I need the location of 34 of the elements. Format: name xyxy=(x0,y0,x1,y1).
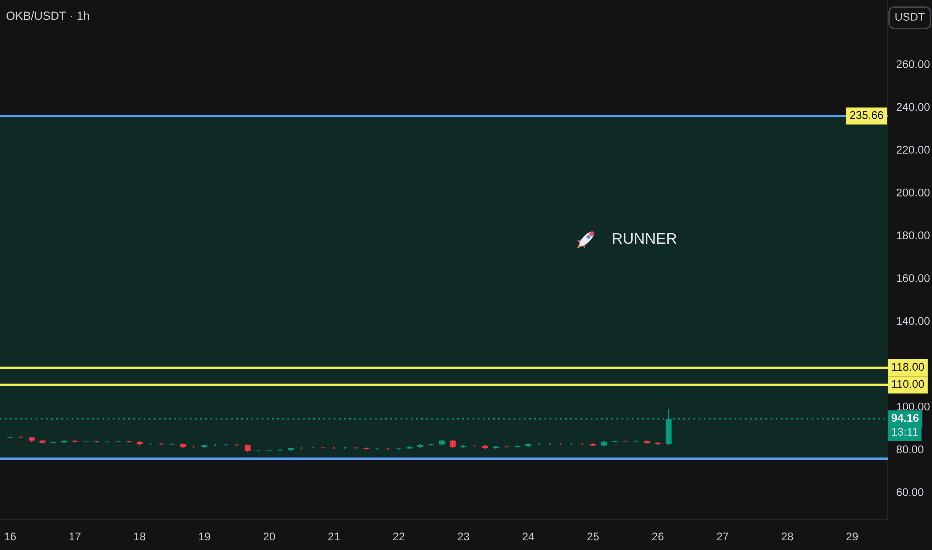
x-tick-label: 18 xyxy=(134,532,146,541)
y-axis-title: USDT xyxy=(896,13,925,21)
ref-line-label: 235.66 xyxy=(850,111,884,120)
annotation: RUNNER xyxy=(613,233,677,244)
x-tick-label: 25 xyxy=(588,532,600,541)
ref-line-label: 110.00 xyxy=(892,380,924,388)
x-tick-label: 20 xyxy=(264,532,276,541)
y-tick-label: 60.00 xyxy=(896,488,924,496)
y-tick-label: 200.00 xyxy=(896,188,930,197)
x-tick-label: 27 xyxy=(717,532,728,541)
ref-line-label: 118.00 xyxy=(892,363,924,372)
x-tick-label: 24 xyxy=(522,532,534,541)
y-tick-label: 160.00 xyxy=(897,274,930,282)
text: OKB/USDT · 1h xyxy=(6,12,90,20)
x-tick-label: 26 xyxy=(652,532,664,541)
x-tick-label: 28 xyxy=(782,532,794,541)
y-tick-label: 140.00 xyxy=(897,317,930,326)
x-tick-label: 23 xyxy=(458,532,470,541)
y-tick-label: 100.00 xyxy=(897,402,930,411)
y-tick-label: 260.00 xyxy=(896,60,930,68)
candlestick xyxy=(277,448,284,452)
x-tick-label: 21 xyxy=(328,532,340,541)
x-tick-label: 17 xyxy=(70,532,81,541)
text: 13:11 xyxy=(892,428,918,436)
y-tick-label: 240.00 xyxy=(896,103,930,112)
x-tick-label: 16 xyxy=(5,532,16,541)
x-tick-label: 19 xyxy=(199,532,210,541)
y-tick-label: 180.00 xyxy=(897,232,930,240)
ref-line-label: 94.16 xyxy=(892,414,919,422)
y-tick-label: 80.00 xyxy=(896,446,924,454)
x-tick-label: 29 xyxy=(846,532,858,541)
x-tick-label: 22 xyxy=(393,532,405,541)
candlestick xyxy=(352,446,359,450)
y-tick-label: 220.00 xyxy=(896,146,930,154)
